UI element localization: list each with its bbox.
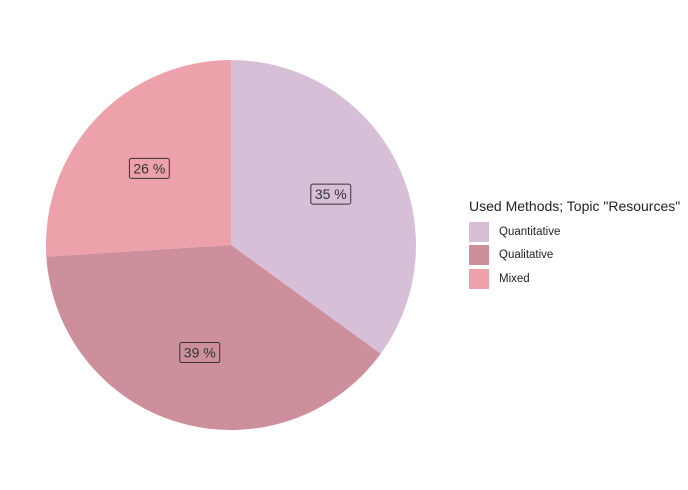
legend-item-mixed: Mixed [469,267,680,291]
legend-swatch-qualitative [469,245,489,266]
legend-label-qualitative: Qualitative [499,249,554,262]
data-label-text-qualitative: 39 % [184,345,216,361]
data-label-text-mixed: 26 % [133,160,165,176]
data-label-box-mixed [128,157,170,179]
data-label-text-quantitative: 35 % [315,186,347,202]
data-label-mixed: 26 % [128,157,170,179]
pie-slice-qualitative [46,245,381,431]
pie-slice-quantitative [231,60,416,354]
legend: Used Methods; Topic "Resources" Quantita… [469,198,680,291]
data-label-box-qualitative [179,342,221,364]
legend-item-quantitative: Quantitative [469,220,680,244]
legend-label-quantitative: Quantitative [499,225,561,238]
data-label-qualitative: 39 % [179,342,221,364]
data-label-box-quantitative [310,183,352,205]
legend-swatch-quantitative [469,221,489,242]
legend-title: Used Methods; Topic "Resources" [469,198,681,214]
data-label-quantitative: 35 % [310,183,352,205]
legend-swatch-mixed [469,268,489,289]
legend-item-qualitative: Qualitative [469,244,680,268]
legend-label-mixed: Mixed [499,272,530,285]
